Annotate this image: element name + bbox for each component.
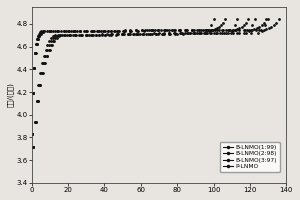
Legend: B-LNMO(1:99), B-LNMO(2:98), B-LNMO(3:97), P-LNMO: B-LNMO(1:99), B-LNMO(2:98), B-LNMO(3:97)… [220,142,280,172]
Y-axis label: 电压/(伏特): 电压/(伏特) [7,82,14,107]
